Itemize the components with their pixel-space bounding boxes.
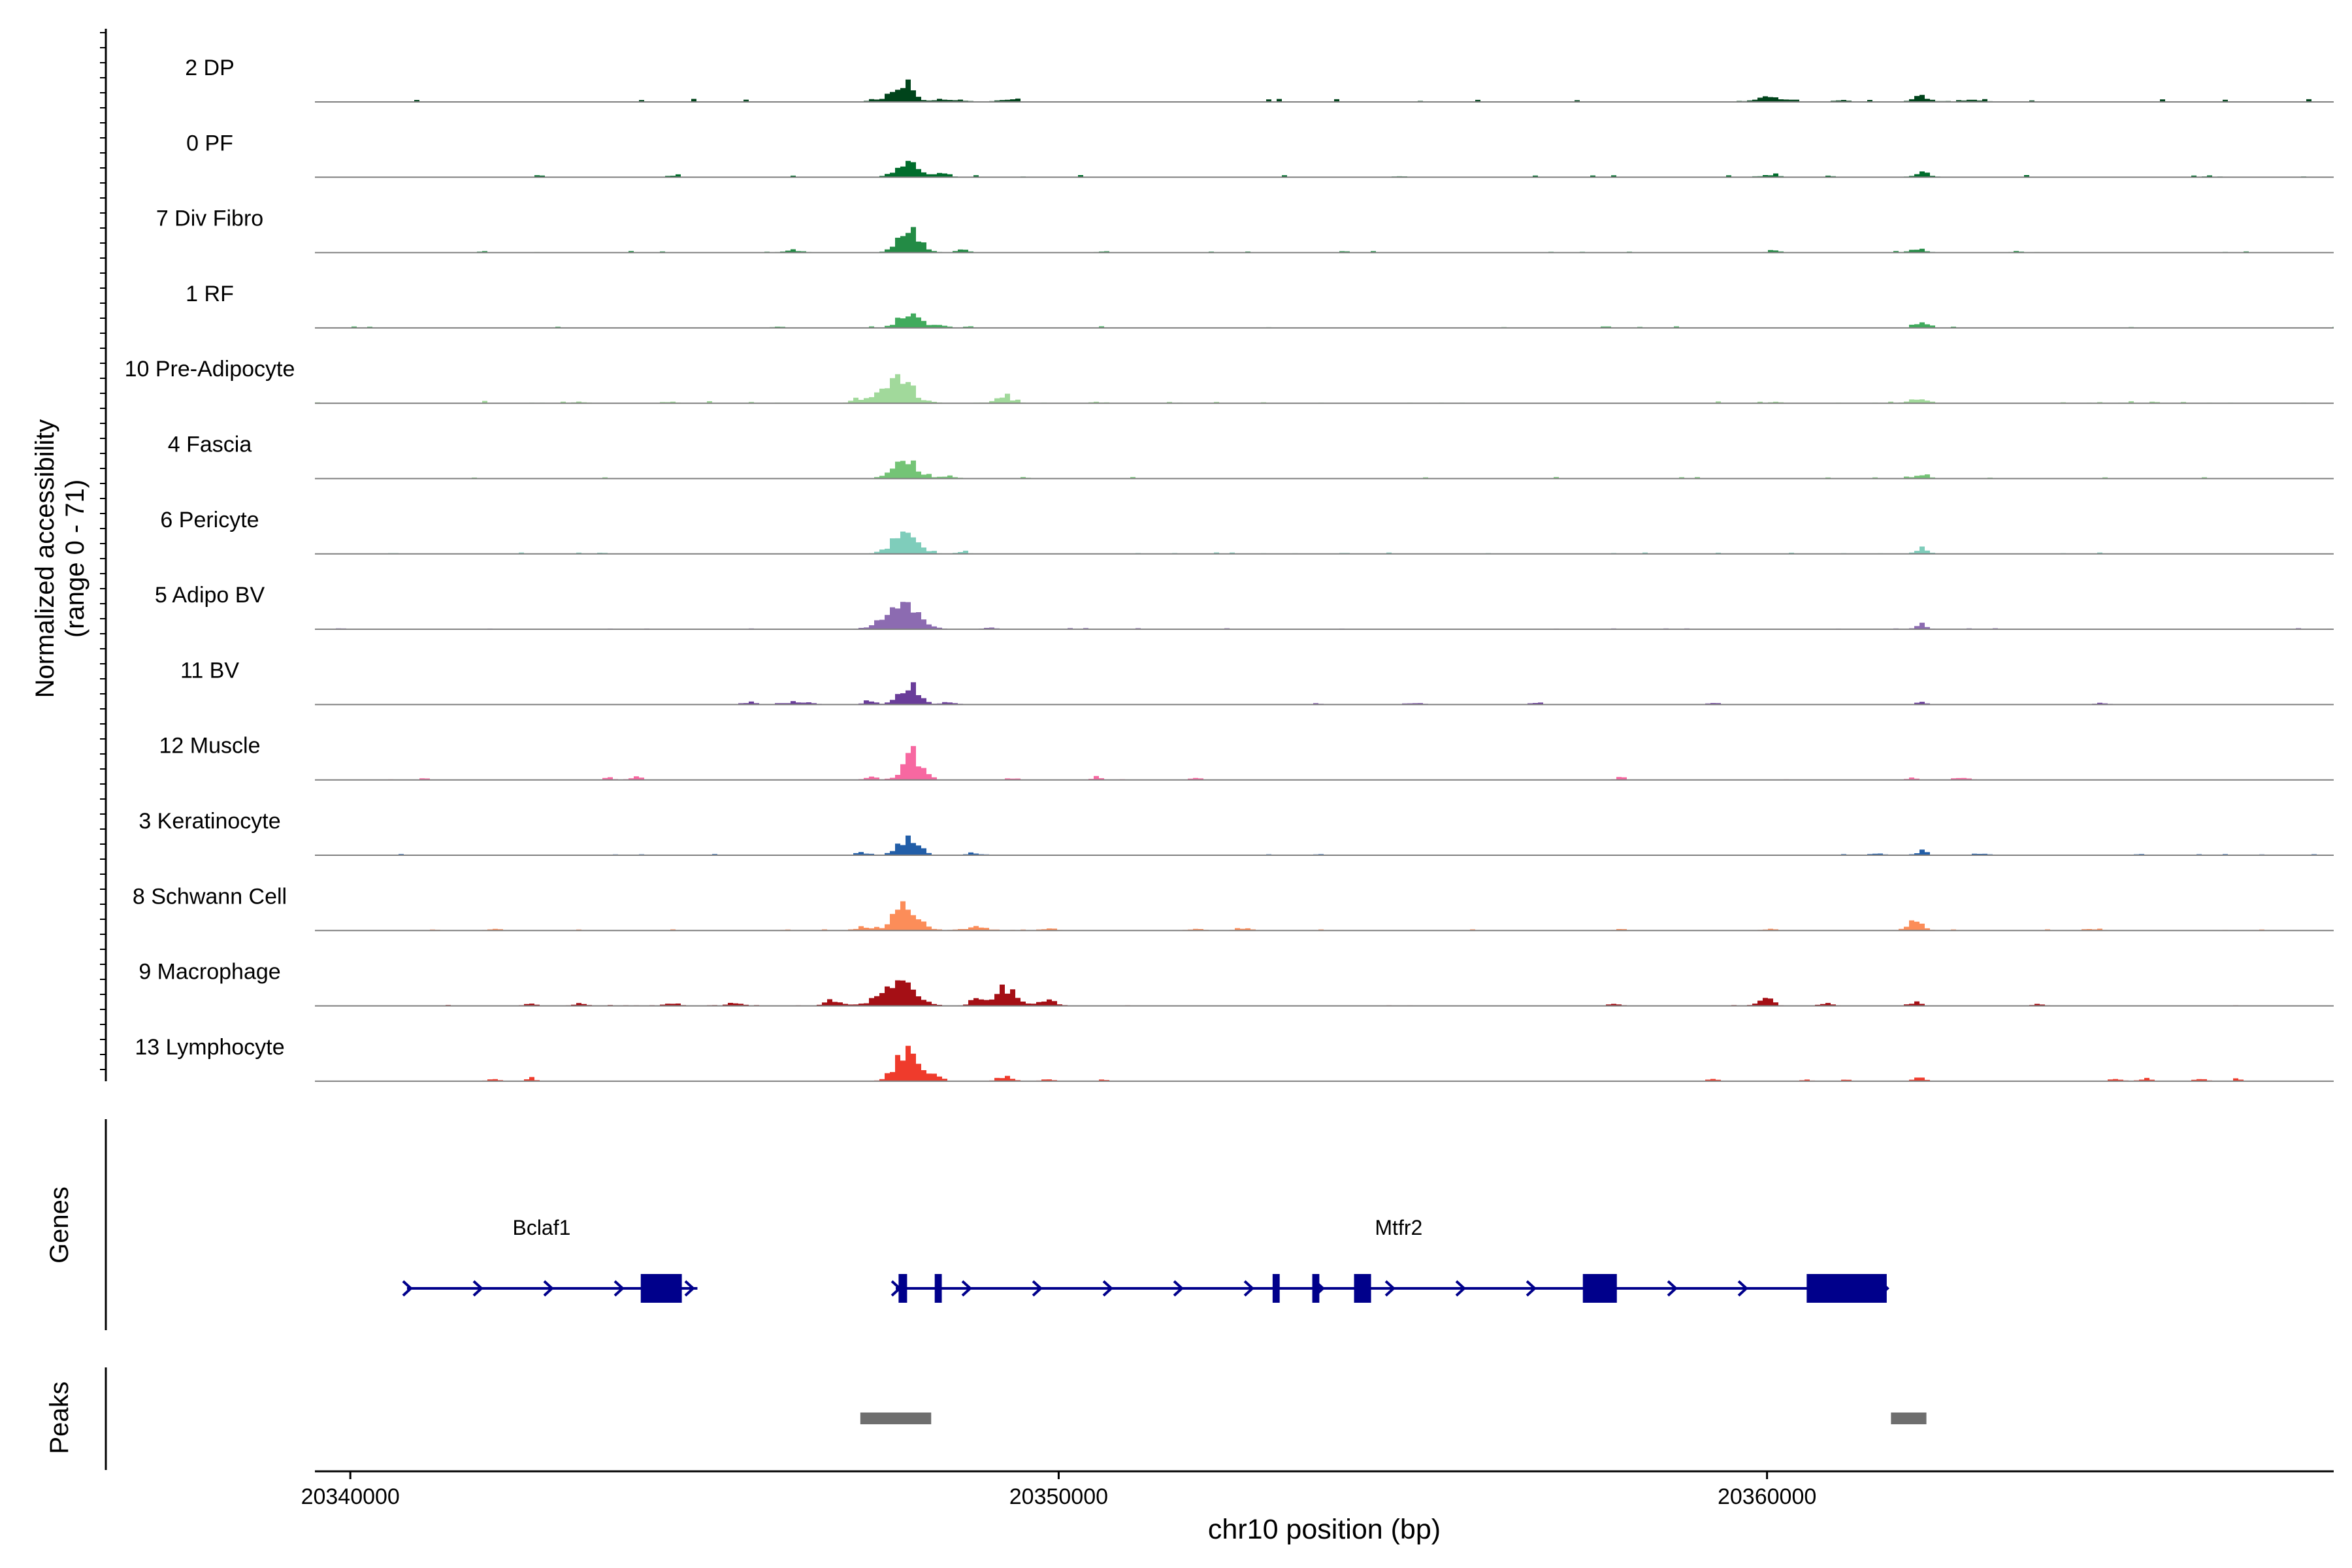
track-label: 6 Pericyte (160, 508, 259, 532)
gene-exon (898, 1274, 907, 1303)
gene-exon (640, 1274, 682, 1303)
gene-model: Mtfr2 (890, 1216, 1890, 1303)
x-axis-tick-label: 20360000 (1718, 1484, 1816, 1509)
track-signal-area (315, 227, 2334, 253)
track-signal-area (315, 1045, 2334, 1081)
track: 4 Fascia (168, 433, 2334, 480)
track: 1 RF (186, 282, 2334, 329)
strand-arrow-icon (1243, 1280, 1255, 1297)
track-signal-area (315, 531, 2334, 554)
gene-name-label: Mtfr2 (1375, 1216, 1422, 1239)
track-label: 4 Fascia (168, 433, 252, 457)
track-signal-area (315, 161, 2334, 178)
track: 7 Div Fibro (156, 206, 2334, 253)
strand-arrow-icon (1526, 1280, 1537, 1297)
x-axis-label: chr10 position (bp) (1208, 1514, 1441, 1545)
track-label: 9 Macrophage (139, 960, 280, 985)
gene-name-label: Bclaf1 (512, 1216, 570, 1239)
track-signal-area (315, 835, 2334, 855)
x-axis-tick-label: 20350000 (1009, 1484, 1108, 1509)
track-label: 5 Adipo BV (155, 583, 265, 608)
y-axis-label-line2: (range 0 - 71) (61, 480, 90, 638)
track: 11 BV (180, 658, 2334, 706)
track-signal-area (315, 602, 2334, 630)
strand-arrow-icon (961, 1280, 973, 1297)
track: 3 Keratinocyte (139, 809, 2334, 856)
track: 6 Pericyte (160, 508, 2334, 555)
track-label: 8 Schwann Cell (133, 884, 287, 909)
strand-arrow-icon (1455, 1280, 1467, 1297)
track: 13 Lymphocyte (135, 1035, 2334, 1082)
track: 5 Adipo BV (155, 583, 2334, 630)
strand-arrow-icon (684, 1280, 695, 1297)
track: 9 Macrophage (139, 960, 2334, 1007)
gene-exon (934, 1274, 942, 1303)
track-signal-area (315, 313, 2334, 328)
genes-panel-label: Genes (45, 1186, 74, 1264)
track: 10 Pre-Adipocyte (125, 357, 2334, 404)
strand-arrow-icon (1173, 1280, 1184, 1297)
track: 8 Schwann Cell (133, 884, 2334, 932)
strand-arrow-icon (543, 1280, 554, 1297)
peak-region-bar (1891, 1413, 1927, 1424)
track: 2 DP (185, 56, 2334, 103)
gene-exon (1312, 1274, 1320, 1303)
track-signal-area (315, 79, 2334, 102)
track-label: 13 Lymphocyte (135, 1035, 284, 1060)
gene-exon (1806, 1274, 1887, 1303)
track: 0 PF (186, 131, 2334, 178)
track-label: 12 Muscle (159, 734, 261, 759)
gene-exon (1354, 1274, 1371, 1303)
track-label: 10 Pre-Adipocyte (125, 357, 295, 382)
strand-arrow-icon (1032, 1280, 1043, 1297)
track: 12 Muscle (159, 734, 2334, 781)
gene-model: Bclaf1 (402, 1216, 698, 1303)
peaks-panel (105, 1367, 1927, 1470)
track-signal-area (315, 980, 2334, 1006)
x-axis: 20340000 20350000 20360000 (301, 1470, 2334, 1509)
track-label: 1 RF (186, 282, 234, 306)
strand-arrow-icon (1384, 1280, 1396, 1297)
track-signal-area (315, 682, 2334, 705)
strand-arrow-icon (1737, 1280, 1749, 1297)
gene-exon (1272, 1274, 1280, 1303)
gene-exon (1582, 1274, 1617, 1303)
strand-arrow-icon (613, 1280, 625, 1297)
track-signal-area (315, 901, 2334, 931)
x-axis-tick-label: 20340000 (301, 1484, 400, 1509)
track-signal-area (315, 460, 2334, 479)
genes-panel: Bclaf1 Mtfr2 (105, 1119, 1890, 1330)
peak-region-bar (860, 1413, 932, 1424)
track-label: 7 Div Fibro (156, 206, 263, 231)
strand-arrow-icon (1102, 1280, 1114, 1297)
strand-arrow-icon (1667, 1280, 1678, 1297)
track-signal-area (315, 374, 2334, 404)
coverage-panel: 2 DP 0 PF 7 Div Fibro 1 RF 10 Pre-Adipocyte 4… (100, 29, 2334, 1082)
peaks-panel-label: Peaks (45, 1381, 74, 1454)
track-label: 3 Keratinocyte (139, 809, 280, 834)
track-label: 0 PF (186, 131, 233, 155)
track-label: 2 DP (185, 56, 235, 80)
y-axis-label-line1: Normalized accessibility (31, 419, 59, 698)
track-label: 11 BV (180, 658, 239, 683)
track-signal-area (315, 745, 2334, 780)
strand-arrow-icon (402, 1280, 413, 1297)
strand-arrow-icon (472, 1280, 483, 1297)
